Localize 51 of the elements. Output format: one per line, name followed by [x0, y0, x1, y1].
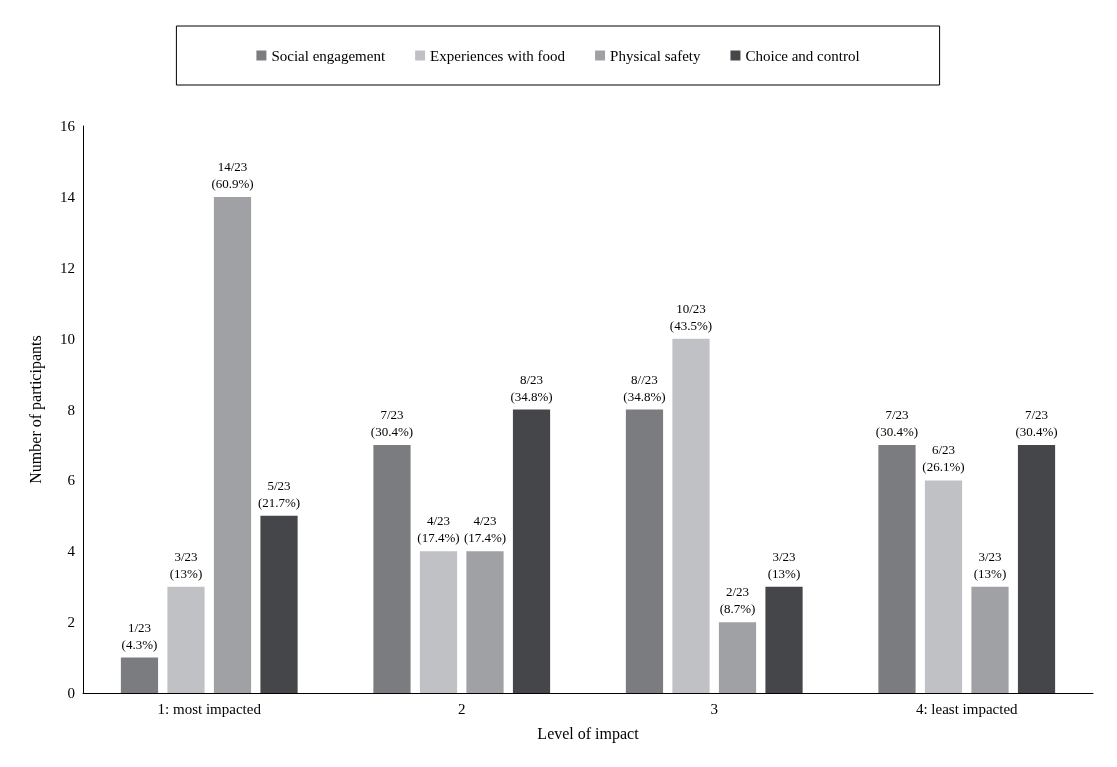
bar	[373, 444, 411, 693]
y-tick-label: 16	[60, 118, 76, 134]
bar	[213, 196, 252, 693]
legend-label: Experiences with food	[430, 47, 566, 64]
data-label: 3/23 (13%)	[767, 548, 801, 581]
y-tick-label: 12	[60, 259, 75, 276]
bar	[878, 444, 916, 693]
bar	[419, 551, 458, 693]
data-label: 5/23 (21.7%)	[257, 477, 301, 510]
data-label: 3/23 (13%)	[169, 548, 203, 581]
data-label: 8//23 (34.8%)	[623, 371, 666, 404]
data-label: 2/23 (8.7%)	[719, 584, 756, 617]
data-label: 3/23 (13%)	[973, 548, 1007, 581]
y-tick-label: 4	[67, 543, 76, 560]
x-axis-title: Level of impact	[537, 724, 640, 743]
bar	[260, 515, 298, 693]
data-label: 4/23 (17.4%)	[417, 513, 460, 546]
data-label: 7/23 (30.4%)	[875, 406, 919, 439]
bar	[512, 409, 551, 693]
data-label: 4/23 (17.4%)	[463, 513, 507, 546]
data-label: 6/23 (26.1%)	[922, 442, 965, 475]
bar	[167, 586, 205, 693]
bar	[924, 480, 963, 693]
data-label: 8/23 (34.8%)	[510, 371, 553, 404]
legend-label: Physical safety	[610, 47, 701, 64]
data-label: 7/23 (30.4%)	[1015, 406, 1058, 439]
y-tick-label: 14	[60, 188, 76, 205]
bar	[1017, 444, 1056, 693]
bar	[765, 586, 803, 693]
data-label: 7/23 (30.4%)	[370, 406, 414, 439]
x-tick-label: 2	[458, 700, 466, 717]
bar	[672, 338, 710, 693]
data-label: 10/23 (43.5%)	[669, 300, 713, 333]
bar	[718, 622, 757, 693]
data-label: 14/23 (60.9%)	[211, 158, 254, 191]
legend-label: Social engagement	[271, 47, 386, 64]
y-tick-label: 6	[67, 472, 76, 489]
y-axis-title: Number of participants	[26, 335, 45, 484]
x-tick-label: 4: least impacted	[915, 700, 1019, 717]
y-tick-label: 10	[60, 330, 75, 347]
legend-label: Choice and control	[745, 47, 860, 64]
x-tick-label: 1: most impacted	[157, 700, 262, 717]
x-tick-label: 3	[710, 700, 718, 717]
y-tick-label: 8	[67, 401, 75, 418]
y-tick-label: 0	[67, 685, 75, 701]
bar	[466, 551, 504, 693]
bar	[625, 409, 664, 693]
data-label: 1/23 (4.3%)	[121, 619, 158, 652]
bar	[120, 657, 159, 693]
y-tick-label: 2	[67, 614, 75, 631]
bar	[971, 586, 1009, 693]
